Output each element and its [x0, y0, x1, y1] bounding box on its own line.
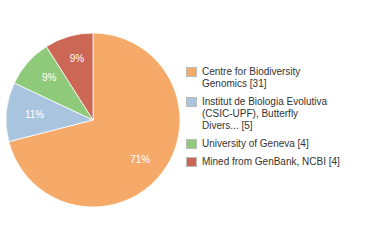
- svg-text:9%: 9%: [42, 72, 57, 83]
- html-text:Centre for Biodiversity Genomi: Centre for Biodiversity Genomics [31]: [202, 66, 301, 89]
- html-text:University of Geneva [4]: University of Geneva [4]: [202, 138, 309, 149]
- svg-text:71%: 71%: [130, 154, 150, 165]
- svg-text:11%: 11%: [25, 109, 44, 120]
- html-text:Mined from GenBank, NCBI [4]: Mined from GenBank, NCBI [4]: [202, 156, 340, 167]
- html-text:Institut de Biologia Evolutiva: Institut de Biologia Evolutiva (CSIC-UPF…: [202, 96, 328, 131]
- svg-text:9%: 9%: [70, 53, 85, 64]
